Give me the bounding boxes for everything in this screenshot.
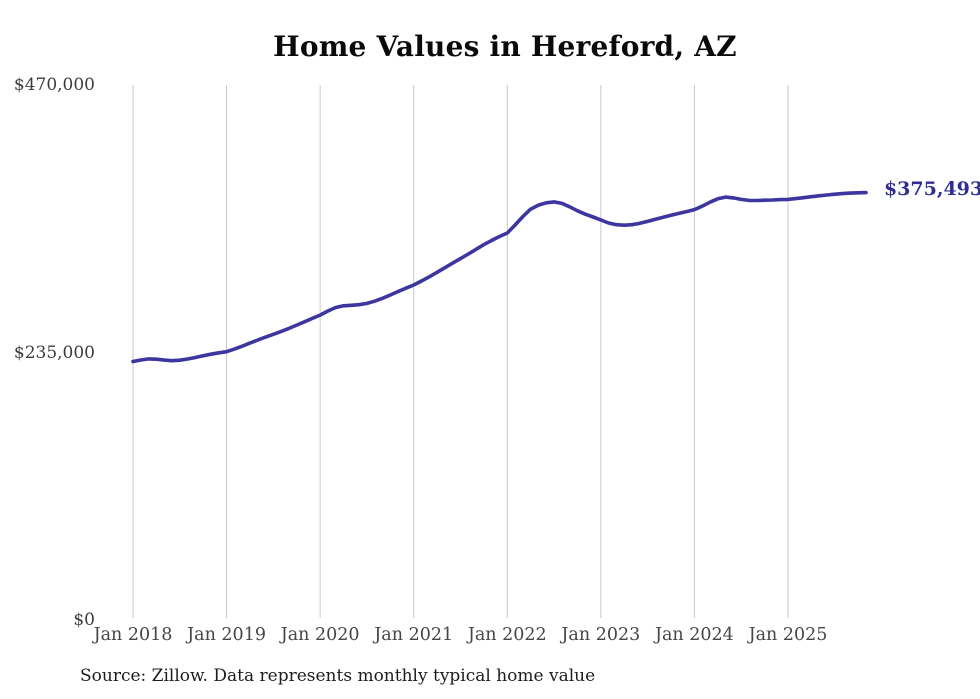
x-tick-label: Jan 2023	[561, 625, 641, 645]
x-tick-label: Jan 2018	[93, 625, 173, 645]
source-note: Source: Zillow. Data represents monthly …	[80, 666, 596, 686]
y-tick-label: $0	[73, 610, 95, 630]
x-tick-label: Jan 2020	[280, 625, 360, 645]
y-tick-label: $235,000	[13, 342, 95, 363]
x-tick-label: Jan 2022	[467, 625, 547, 645]
y-tick-label: $470,000	[13, 75, 95, 95]
chart-title: Home Values in Hereford, AZ	[273, 30, 737, 63]
x-tick-label: Jan 2021	[374, 625, 454, 645]
end-value-label: $375,493	[883, 177, 980, 200]
home-value-line	[131, 190, 868, 364]
x-tick-label: Jan 2025	[748, 625, 828, 645]
x-tick-label: Jan 2024	[654, 625, 734, 645]
x-tick-label: Jan 2019	[187, 625, 266, 645]
